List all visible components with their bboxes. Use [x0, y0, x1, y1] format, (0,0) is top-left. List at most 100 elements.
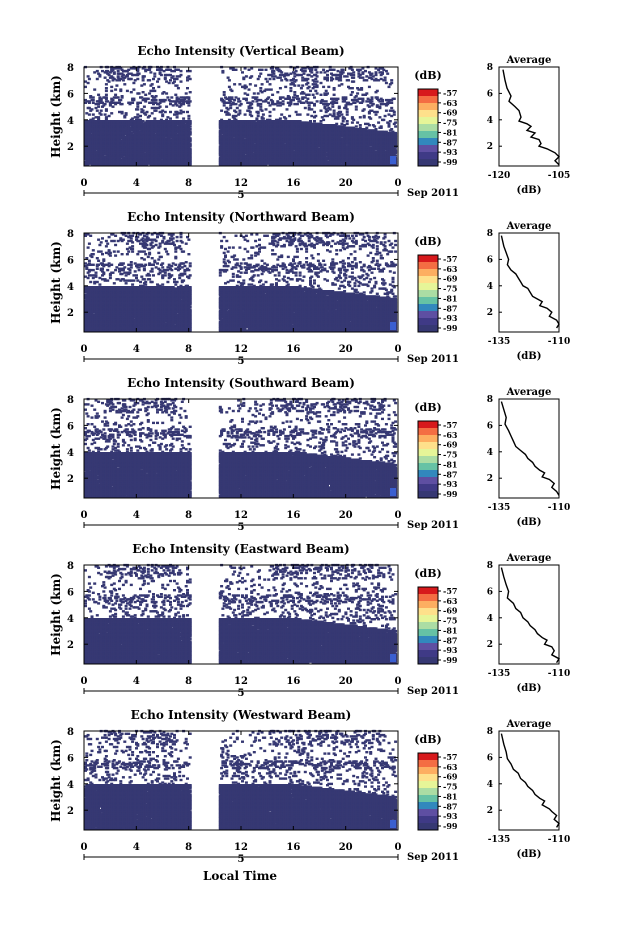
- echo-cell: [159, 71, 162, 73]
- echo-cell: [142, 91, 145, 93]
- echo-cell: [105, 90, 108, 92]
- echo-cell: [235, 115, 238, 117]
- echo-cell: [108, 115, 111, 117]
- echo-cell: [235, 103, 238, 105]
- echo-cell: [105, 116, 108, 118]
- echo-cell: [106, 100, 109, 102]
- echo-cell: [115, 79, 118, 81]
- echo-cell: [176, 111, 179, 113]
- echo-cell: [245, 86, 248, 88]
- echo-cell: [186, 111, 189, 113]
- echo-cell: [151, 90, 154, 92]
- echo-cell: [144, 113, 147, 115]
- echo-cell: [267, 102, 270, 104]
- echo-cell: [259, 87, 262, 89]
- echo-cell: [148, 92, 151, 94]
- echo-cell: [271, 94, 274, 96]
- echo-cell: [177, 69, 180, 71]
- echo-cell: [101, 102, 104, 104]
- echo-cell: [123, 83, 126, 85]
- echo-cell: [257, 115, 260, 117]
- echo-cell: [265, 108, 268, 110]
- echo-cell: [130, 91, 133, 93]
- echo-cell: [238, 83, 241, 85]
- echo-cell: [270, 88, 273, 90]
- echo-cell: [152, 87, 155, 89]
- echo-cell: [113, 78, 116, 80]
- echo-cell: [85, 100, 88, 102]
- echo-cell: [169, 117, 172, 119]
- echo-cell: [92, 117, 95, 119]
- echo-cell: [159, 106, 162, 108]
- echo-cell: [122, 79, 125, 81]
- echo-cell: [112, 102, 115, 104]
- echo-cell: [259, 73, 262, 75]
- echo-cell: [233, 83, 236, 85]
- echo-cell: [105, 83, 108, 85]
- echo-cell: [100, 98, 103, 100]
- echo-cell: [132, 98, 135, 100]
- echo-cell: [134, 79, 137, 81]
- echo-cell: [91, 108, 94, 110]
- echo-cell: [189, 78, 192, 80]
- echo-cell: [153, 117, 156, 119]
- echo-cell: [254, 84, 257, 86]
- echo-cell: [136, 108, 139, 110]
- echo-cell: [261, 69, 264, 71]
- echo-cell: [235, 69, 238, 71]
- echo-cell: [174, 94, 177, 96]
- echo-cell: [180, 96, 183, 98]
- echo-cell: [257, 78, 260, 80]
- echo-cell: [261, 110, 264, 112]
- echo-cell: [172, 75, 175, 77]
- echo-cell: [121, 103, 124, 105]
- echo-cell: [112, 106, 115, 108]
- echo-cell: [284, 117, 287, 119]
- echo-cell: [189, 131, 192, 133]
- echo-cell: [117, 70, 120, 72]
- echo-cell: [245, 75, 248, 77]
- echo-cell: [105, 96, 108, 98]
- echo-cell: [148, 102, 151, 104]
- echo-cell: [176, 75, 179, 77]
- echo-cell: [280, 71, 283, 73]
- echo-cell: [147, 98, 150, 100]
- echo-cell: [138, 92, 141, 94]
- echo-cell: [115, 84, 118, 86]
- echo-cell: [118, 111, 121, 113]
- echo-cell: [241, 71, 244, 73]
- echo-cell: [164, 77, 167, 79]
- echo-cell: [155, 110, 158, 112]
- echo-cell: [95, 107, 98, 109]
- echo-cell: [244, 113, 247, 115]
- echo-cell: [113, 67, 116, 69]
- echo-cell: [114, 88, 117, 90]
- echo-cell: [289, 90, 292, 92]
- echo-cell: [132, 88, 135, 90]
- echo-cell: [119, 88, 122, 90]
- echo-cell: [139, 115, 142, 117]
- echo-cell: [140, 96, 143, 98]
- echo-cell: [105, 108, 108, 110]
- echo-cell: [279, 117, 282, 119]
- echo-cell: [105, 87, 108, 89]
- echo-cell: [189, 143, 192, 145]
- echo-cell: [151, 83, 154, 85]
- echo-cell: [269, 78, 272, 80]
- echo-cell: [189, 137, 192, 139]
- echo-cell: [114, 94, 117, 96]
- echo-cell: [168, 82, 171, 84]
- echo-cell: [223, 91, 226, 93]
- echo-cell: [163, 91, 166, 93]
- echo-cell: [245, 98, 248, 100]
- echo-cell: [92, 102, 95, 104]
- echo-cell: [142, 110, 145, 112]
- echo-cell: [221, 70, 224, 72]
- echo-cell: [276, 104, 279, 106]
- echo-cell: [169, 111, 172, 113]
- echo-cell: [237, 98, 240, 100]
- echo-cell: [289, 87, 292, 89]
- echo-cell: [232, 102, 235, 104]
- echo-cell: [143, 75, 146, 77]
